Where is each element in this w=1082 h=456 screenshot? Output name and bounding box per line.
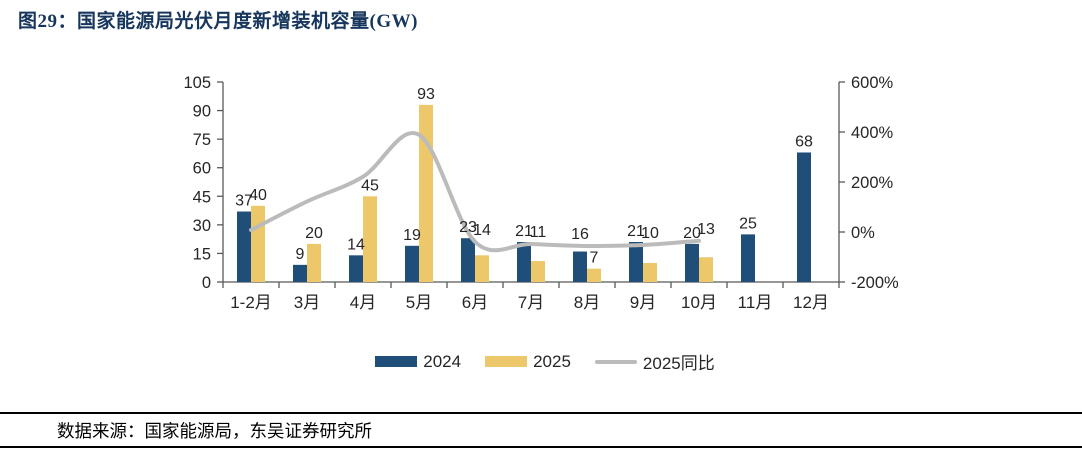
svg-text:5月: 5月 [406,293,432,312]
bars-2024 [237,152,811,282]
svg-text:4月: 4月 [350,293,376,312]
svg-text:1-2月: 1-2月 [230,293,272,312]
svg-text:19: 19 [403,227,421,244]
bar-2025-3月 [307,243,321,282]
legend-swatch-2025 [485,356,528,367]
bar-2024-10月 [685,243,699,282]
svg-text:13: 13 [697,221,715,238]
bar-2024-1-2月 [237,211,251,282]
chart-legend: 2024 2025 2025同比 [155,349,935,374]
bar-2025-9月 [643,262,657,282]
svg-text:0%: 0% [851,224,875,242]
source-footer: 数据来源：国家能源局，东吴证券研究所 [0,412,1082,448]
svg-text:25: 25 [739,215,757,232]
svg-text:10: 10 [641,225,659,242]
source-text: 数据来源：国家能源局，东吴证券研究所 [57,420,372,441]
figure-title: 图29：国家能源局光伏月度新增装机容量(GW) [18,11,418,32]
svg-text:93: 93 [417,86,435,103]
svg-text:37: 37 [235,193,253,210]
bar-2025-7月 [531,261,545,282]
svg-text:40: 40 [249,187,267,204]
left-axis: 0 15 30 45 60 75 90 105 [183,74,224,292]
x-axis: 1-2月 3月 4月 5月 6月 7月 8月 9月 10月 11月 12月 [222,281,840,312]
bar-2025-5月 [419,104,433,282]
bar-2025-8月 [587,268,601,282]
bar-2024-3月 [293,264,307,282]
bar-2024-8月 [573,251,587,282]
svg-text:105: 105 [183,74,211,92]
legend-item-2025同比: 2025同比 [594,349,715,374]
svg-text:3月: 3月 [294,293,320,312]
svg-text:7: 7 [590,250,599,267]
svg-text:68: 68 [795,133,813,150]
bar-2025-4月 [363,196,377,282]
svg-text:20: 20 [305,225,323,242]
yoy-line [249,131,701,253]
legend-swatch-2024 [375,356,418,367]
svg-text:200%: 200% [851,174,894,192]
svg-text:21: 21 [515,223,533,240]
chart-svg: 0 15 30 45 60 75 90 105 -200% 0% 200% 400% 600% 1-2月 3… [183,74,899,312]
bar-2024-12月 [797,152,811,282]
svg-text:75: 75 [193,131,211,149]
legend-item-2025: 2025 [485,352,571,372]
svg-text:20: 20 [683,225,701,242]
svg-text:0: 0 [202,274,211,292]
legend-label: 2025 [533,351,571,371]
bar-2024-7月 [517,242,531,282]
legend-label: 2025同比 [642,354,715,373]
svg-text:45: 45 [361,177,379,194]
right-axis: -200% 0% 200% 400% 600% [838,74,899,292]
legend-item-2024: 2024 [375,352,461,372]
svg-text:11月: 11月 [738,293,773,312]
svg-text:15: 15 [193,245,211,263]
bars-2025 [251,104,713,282]
svg-text:23: 23 [459,219,477,236]
svg-text:11: 11 [530,224,547,241]
bar-2024-11月 [741,234,755,282]
bar-2025-6月 [475,255,489,282]
legend-swatch-2025同比 [594,359,637,364]
svg-text:600%: 600% [851,74,894,92]
svg-text:9月: 9月 [630,293,656,312]
svg-text:30: 30 [193,217,211,235]
svg-text:90: 90 [193,103,211,121]
svg-text:21: 21 [627,223,645,240]
svg-text:-200%: -200% [851,274,899,292]
svg-text:400%: 400% [851,124,894,142]
legend-label: 2024 [423,351,462,371]
svg-text:60: 60 [193,160,211,178]
svg-text:14: 14 [347,236,365,253]
svg-text:12月: 12月 [793,293,829,312]
svg-text:8月: 8月 [574,293,600,312]
bar-2024-6月 [461,238,475,282]
svg-text:14: 14 [473,222,491,239]
bar-2024-9月 [629,242,643,282]
svg-text:45: 45 [193,188,211,206]
bar-2024-4月 [349,255,363,282]
svg-text:16: 16 [571,226,589,243]
svg-text:7月: 7月 [518,293,544,312]
bar-2024-5月 [405,245,419,282]
bar-2025-10月 [699,257,713,282]
bar-2025-1-2月 [251,205,265,282]
chart-panel: 0 15 30 45 60 75 90 105 -200% 0% 200% 400% 600% 1-2月 3… [155,58,935,390]
svg-text:10月: 10月 [681,293,717,312]
svg-text:6月: 6月 [462,293,488,312]
svg-text:9: 9 [296,246,305,263]
